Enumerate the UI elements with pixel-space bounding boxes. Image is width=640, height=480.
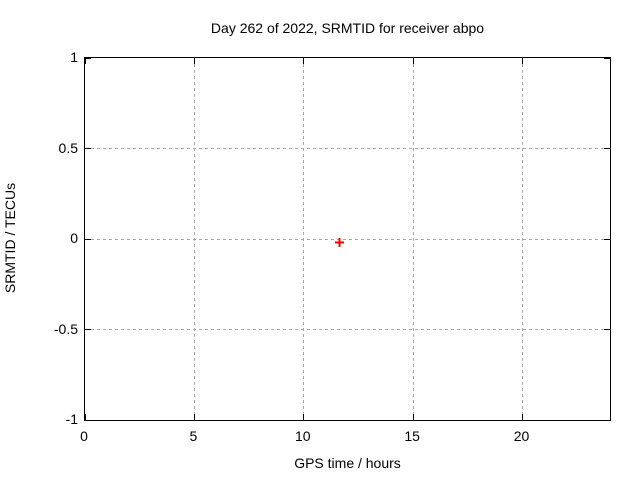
y-tick-label: 1 [70, 49, 78, 65]
y-tick-mark [85, 238, 91, 240]
y-tick-mark [85, 58, 91, 59]
x-tick-mark [522, 58, 523, 64]
y-tick-mark [85, 329, 91, 330]
y-tick-mark [85, 148, 91, 149]
y-tick-label: 0.5 [58, 139, 78, 156]
x-tick-label: 10 [294, 428, 311, 444]
y-gridline [85, 329, 610, 330]
x-tick-mark [412, 414, 414, 420]
plot-area [84, 57, 611, 421]
x-tick-label: 5 [189, 428, 198, 444]
chart-title: Day 262 of 2022, SRMTID for receiver abp… [210, 20, 485, 36]
data-point-marker [335, 234, 344, 247]
y-tick-label: 0 [70, 230, 78, 246]
x-tick-mark [522, 414, 523, 420]
x-tick-label: 15 [404, 428, 420, 444]
x-tick-label: 20 [513, 428, 530, 444]
x-tick-mark [303, 58, 305, 64]
y-tick-label: -1 [65, 411, 78, 427]
x-tick-mark [85, 58, 86, 64]
y-tick-mark [604, 329, 610, 330]
y-tick-mark [604, 419, 610, 421]
x-tick-mark [303, 414, 305, 420]
y-tick-mark [604, 58, 610, 59]
x-axis-label: GPS time / hours [294, 455, 401, 471]
plus-icon [335, 237, 344, 247]
y-gridline [85, 238, 610, 240]
x-tick-label: 0 [80, 428, 88, 444]
x-tick-mark [85, 414, 86, 420]
y-tick-mark [604, 238, 610, 240]
x-tick-mark [193, 414, 195, 420]
x-tick-mark [193, 58, 195, 64]
y-gridline [85, 148, 610, 149]
y-tick-mark [85, 419, 91, 421]
y-tick-mark [604, 148, 610, 149]
y-tick-label: -0.5 [53, 320, 78, 337]
x-tick-mark [412, 58, 414, 64]
